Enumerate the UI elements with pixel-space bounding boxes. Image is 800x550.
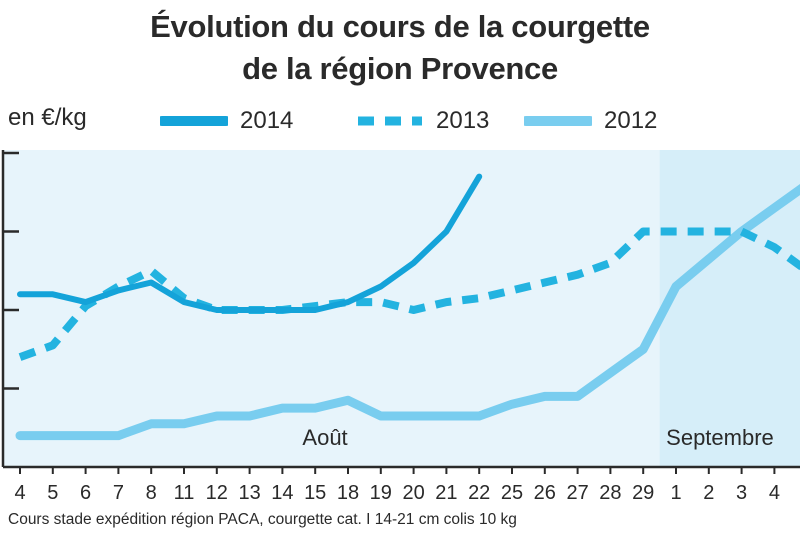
x-tick-label: 3 — [736, 482, 747, 504]
series-line-2012 — [15, 184, 800, 441]
chart-title-line-1: Évolution du cours de la courgette — [150, 9, 650, 44]
legend-swatch-2014 — [160, 116, 228, 126]
legend-swatch-2012 — [524, 116, 592, 126]
x-tick-label: 1 — [670, 482, 681, 504]
x-tick-label: 13 — [238, 482, 260, 504]
x-tick-label: 20 — [402, 482, 424, 504]
x-tick-label: 12 — [206, 482, 228, 504]
x-tick-label: 22 — [468, 482, 490, 504]
x-tick-label: 7 — [113, 482, 124, 504]
x-tick-label: 11 — [174, 482, 195, 504]
x-tick-label: 4 — [14, 482, 25, 504]
legend-item-2013: 2013 — [356, 104, 489, 138]
month-label-aout: Août — [302, 425, 347, 450]
legend-item-2012: 2012 — [524, 104, 657, 138]
month-label-septembre: Septembre — [666, 425, 774, 450]
x-tick-label: 27 — [566, 482, 588, 504]
x-tick-label: 6 — [80, 482, 91, 504]
x-tick-label: 2 — [703, 482, 714, 504]
background-september — [659, 150, 800, 467]
x-tick-label: 21 — [435, 482, 457, 504]
x-tick-label: 8 — [146, 482, 157, 504]
x-tick-label: 25 — [501, 482, 523, 504]
legend-label-2013: 2013 — [436, 107, 490, 134]
legend-swatch-2013 — [358, 116, 422, 126]
x-tick-label: 26 — [534, 482, 556, 504]
x-tick-label: 18 — [337, 482, 359, 504]
chart-footnote: Cours stade expédition région PACA, cour… — [8, 511, 517, 528]
x-tick-label: 29 — [632, 482, 654, 504]
line-chart: 4567811121314151819202122252627282912345… — [1, 150, 800, 504]
x-tick-label: 14 — [271, 482, 293, 504]
y-unit-label: en €/kg — [8, 104, 87, 131]
series-line-2014 — [17, 173, 483, 313]
x-tick-label: 19 — [370, 482, 392, 504]
legend-label-2014: 2014 — [240, 107, 294, 134]
x-tick-label: 4 — [769, 482, 780, 504]
legend-label-2012: 2012 — [604, 107, 658, 134]
legend-item-2014: 2014 — [160, 104, 293, 138]
chart-title-line-2: de la région Provence — [242, 51, 558, 86]
x-tick-label: 15 — [304, 482, 326, 504]
series-line-2013 — [18, 227, 800, 361]
x-tick-label: 28 — [599, 482, 621, 504]
x-tick-label: 5 — [47, 482, 58, 504]
